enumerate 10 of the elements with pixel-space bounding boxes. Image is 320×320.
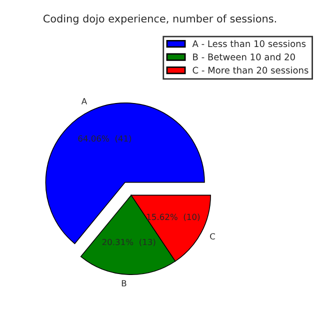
chart-title: Coding dojo experience, number of sessions.	[43, 14, 276, 25]
legend-label: B - Between 10 and 20	[193, 53, 295, 60]
data-label: 64.06% (41)	[78, 135, 132, 143]
text: A	[81, 98, 88, 104]
data-label: 15.62% (10)	[147, 214, 200, 222]
data-label: 20.31% (13)	[102, 238, 156, 246]
text: C	[210, 233, 215, 240]
text: B	[122, 280, 126, 286]
legend-label: A - Less than 10 sessions	[192, 40, 306, 48]
legend-label: C - More than 20 sessions	[192, 66, 308, 74]
